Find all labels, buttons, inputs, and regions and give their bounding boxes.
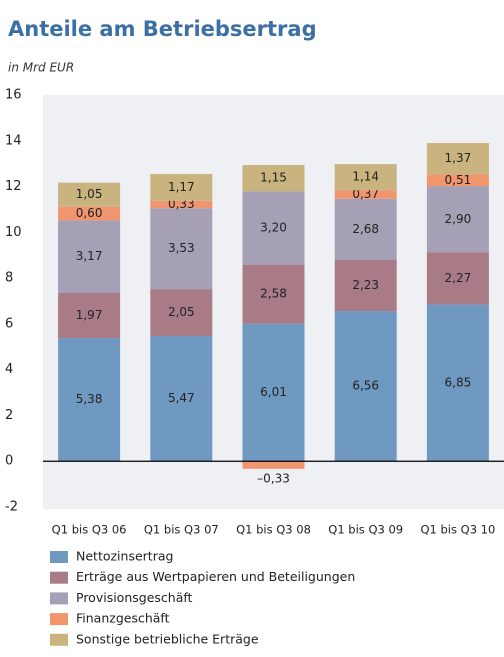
y-tick-label: 14 [5,133,22,148]
bar-segment [242,323,305,462]
bar-segment [334,190,397,199]
value-label: 2,05 [168,305,195,319]
y-tick-label: 4 [5,362,13,377]
bar-segment [242,264,305,324]
y-tick-label: 8 [5,271,13,286]
y-tick-label: 10 [5,225,22,240]
value-label: 2,23 [352,278,379,292]
value-label: 1,15 [260,171,287,185]
bar-segment [242,165,305,192]
value-label: 1,17 [168,180,195,194]
bar-segment [242,461,305,469]
bar-segment [58,220,121,293]
y-tick-label: -2 [5,500,18,515]
legend-swatch [50,633,68,646]
value-label: 2,27 [445,271,472,285]
legend-swatch [50,551,68,563]
value-label: 3,20 [260,220,287,234]
bar-segment [426,174,489,187]
bar-segment [242,191,305,265]
bar-segment [150,173,213,201]
chart-title: Anteile am Betriebsertrag [8,17,317,41]
value-label: 2,90 [445,212,472,226]
legend-swatch [50,592,68,605]
bar-segment [426,304,489,462]
y-tick-label: 12 [5,179,22,194]
value-label: 1,05 [76,187,103,201]
y-tick-label: 16 [5,88,22,103]
legend-label: Sonstige betriebliche Erträge [76,631,259,646]
value-label: 3,17 [76,249,103,263]
value-label: 0,60 [76,206,103,220]
value-label: –0,33 [257,471,290,485]
value-label: 6,01 [260,385,287,399]
bar-segment [334,260,397,312]
legend-label: Erträge aus Wertpapieren und Beteiligung… [76,569,355,584]
value-label: 6,85 [445,375,472,389]
legend-swatch [50,613,68,626]
value-label: 5,38 [76,392,103,406]
x-tick-label: Q1 bis Q3 07 [144,523,219,537]
x-tick-label: Q1 bis Q3 06 [52,523,127,537]
legend-label: Provisionsgeschäft [76,590,193,605]
bar-segment [58,182,121,207]
value-label: 3,53 [168,241,195,255]
bar-segment [150,336,213,462]
value-label: 5,47 [168,391,195,405]
value-label: 6,56 [352,379,379,393]
bar-segment [426,143,489,175]
chart-subtitle: in Mrd EUR [8,61,74,75]
legend-label: Finanzgeschäft [76,611,170,626]
bar-segment [426,252,489,305]
legend-swatch [50,571,68,584]
value-label: 1,37 [445,151,472,165]
bar-segment [426,186,489,253]
value-label: 1,14 [352,170,379,184]
legend-label: Nettozinsertrag [76,549,173,564]
value-label: 0,51 [445,173,472,187]
bar-segment [334,198,397,261]
bar-segment [334,164,397,191]
value-label: 1,97 [76,308,103,322]
value-label: 0,37 [352,187,379,201]
bar-segment [150,208,213,290]
bar-segment [334,311,397,462]
y-tick-label: 6 [5,316,13,331]
y-tick-label: 2 [5,408,13,423]
x-tick-label: Q1 bis Q3 10 [420,523,495,537]
bar-segment [58,206,121,221]
value-label: 2,68 [352,222,379,236]
x-tick-label: Q1 bis Q3 08 [236,523,311,537]
y-tick-label: 0 [5,454,13,469]
bar-segment [58,292,121,339]
x-tick-label: Q1 bis Q3 09 [328,523,403,537]
bar-segment [58,338,121,462]
bar-segment [150,200,213,209]
bar-segment [150,289,213,337]
value-label: 2,58 [260,287,287,301]
